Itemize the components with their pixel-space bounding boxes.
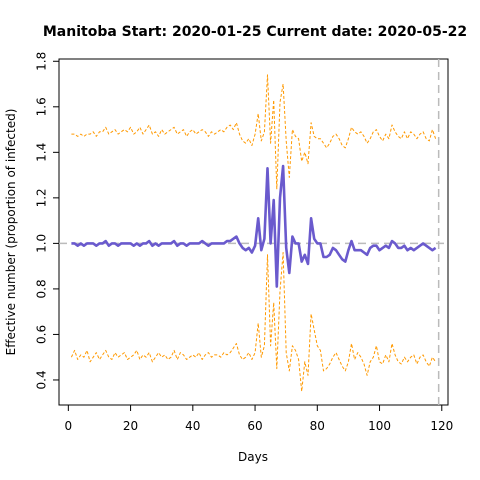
y-tick-label: 1.2 [35,188,49,207]
x-tick-label: 40 [185,419,200,433]
x-tick-label: 100 [368,419,391,433]
lower-bound-line [70,252,437,392]
y-tick-label: 1.6 [35,97,49,116]
y-axis: 0.4 0.6 0.8 1.0 1.2 1.4 1.6 1.8 [35,52,59,390]
estimate-line [71,164,437,288]
y-tick-label: 1.4 [35,143,49,162]
x-tick-label: 0 [65,419,73,433]
x-tick-label: 120 [430,419,453,433]
x-axis: 0 20 40 60 80 100 120 [65,405,453,433]
y-tick-label: 0.6 [35,325,49,344]
y-tick-label: 1.0 [35,234,49,253]
x-tick-label: 60 [247,419,262,433]
plot-frame [58,58,449,406]
chart-title: Manitoba Start: 2020-01-25 Current date:… [43,24,467,40]
x-tick-label: 20 [123,419,138,433]
y-tick-label: 0.4 [35,370,49,389]
y-tick-label: 0.8 [35,279,49,298]
x-tick-label: 80 [310,419,325,433]
x-axis-label: Days [238,450,268,464]
series-layer [70,74,437,392]
y-tick-label: 1.8 [35,52,49,71]
y-axis-label: Effective number (proportion of infected… [4,109,18,356]
upper-bound-line [71,74,437,190]
